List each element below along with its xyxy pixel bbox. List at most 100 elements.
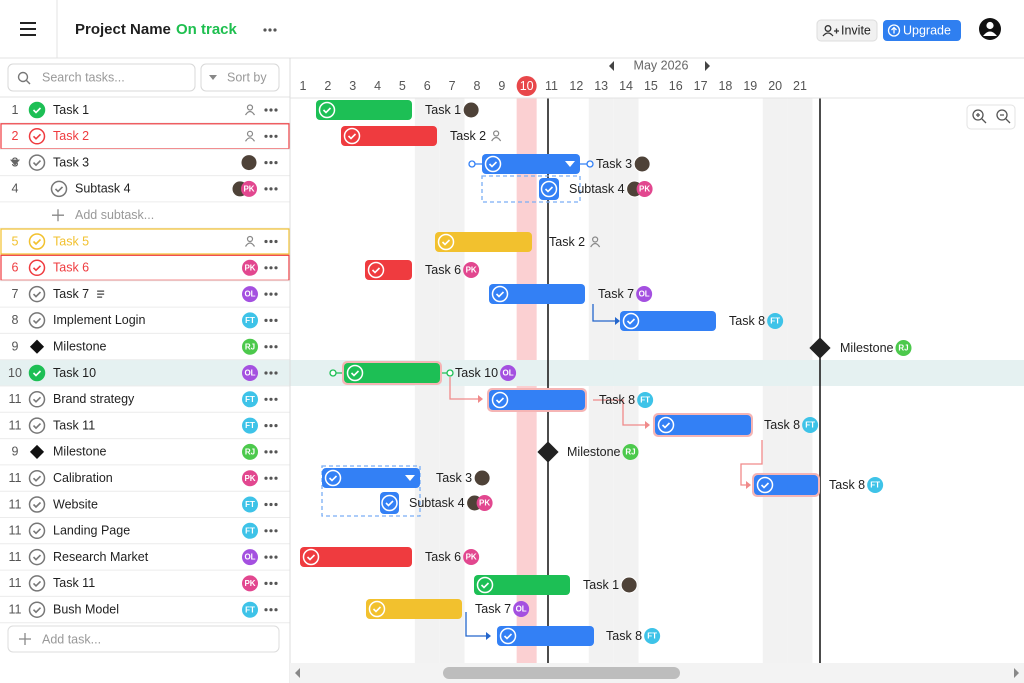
- day-label: 20: [768, 79, 782, 93]
- row-more[interactable]: [264, 239, 278, 244]
- status-icon: [343, 127, 361, 145]
- task-row[interactable]: 11 Task 11 FT: [0, 417, 290, 440]
- status-icon: [657, 416, 675, 434]
- row-more[interactable]: [264, 134, 278, 138]
- day-label: 10: [520, 79, 534, 93]
- row-more[interactable]: [264, 397, 278, 401]
- menu-button[interactable]: [20, 22, 36, 36]
- scroll-right[interactable]: [1014, 668, 1019, 678]
- task-row[interactable]: 9 Milestone RJ: [0, 338, 290, 361]
- task-bar-group[interactable]: Task 8 FT: [620, 311, 784, 331]
- task-row[interactable]: 4 Subtask 4 PK: [0, 180, 290, 203]
- upgrade-button[interactable]: [883, 20, 961, 41]
- search-box[interactable]: [7, 63, 196, 92]
- status-check: [32, 370, 42, 377]
- row-number: 4: [12, 182, 19, 196]
- task-row[interactable]: Add subtask...: [0, 208, 290, 229]
- row-number: 11: [9, 471, 22, 485]
- status-icon: [318, 101, 336, 119]
- task-row[interactable]: 11 Bush Model FT: [0, 601, 290, 624]
- row-more-dot: [264, 292, 268, 296]
- task-row[interactable]: 11 Calibration PK: [0, 469, 290, 492]
- project-more[interactable]: [263, 28, 277, 32]
- row-more[interactable]: [264, 292, 278, 296]
- task-bar-group[interactable]: Task 6 PK: [365, 260, 480, 280]
- zoom-out[interactable]: [996, 109, 1011, 124]
- task-row[interactable]: 6 Task 6 PK: [0, 254, 290, 282]
- task-row[interactable]: 11 Research Market OL: [0, 548, 290, 571]
- prev-month[interactable]: [609, 61, 614, 71]
- task-bar-group[interactable]: Task 1: [474, 575, 638, 595]
- zoom-in[interactable]: [972, 109, 987, 124]
- row-number: 9: [12, 339, 19, 353]
- row-more-dot: [269, 318, 273, 322]
- row-more[interactable]: [264, 187, 278, 191]
- status-check: [328, 475, 338, 482]
- sort-button[interactable]: [200, 63, 280, 92]
- task-row[interactable]: 8 Implement Login FT: [0, 312, 290, 334]
- row-more[interactable]: [264, 529, 278, 533]
- task-bar-group[interactable]: Task 7 OL: [489, 284, 653, 304]
- assignee-placeholder: [493, 130, 500, 137]
- row-more-dot: [264, 608, 268, 612]
- task-row[interactable]: 11 Website FT: [0, 496, 290, 518]
- status-icon: [28, 548, 46, 566]
- task-bar-group[interactable]: Subtask 4 PK: [539, 178, 653, 200]
- task-name: Task 11: [53, 418, 95, 432]
- row-more[interactable]: [264, 555, 278, 559]
- scrollbar-thumb[interactable]: [443, 667, 680, 679]
- row-more[interactable]: [264, 476, 278, 480]
- row-more[interactable]: [264, 502, 278, 507]
- status-icon: [28, 312, 46, 329]
- row-more[interactable]: [264, 318, 278, 322]
- task-bar-group[interactable]: Task 7 OL: [366, 599, 530, 619]
- add-task-box[interactable]: [7, 625, 280, 653]
- task-row[interactable]: 7 Task 7 OL: [0, 285, 290, 308]
- task-bar-group[interactable]: Task 8 FT: [653, 413, 819, 437]
- task-bar-group[interactable]: Task 6 PK: [300, 547, 480, 567]
- avatar-photo: [240, 154, 258, 172]
- task-bar-group[interactable]: Task 10 OL: [342, 361, 517, 385]
- status-icon: [28, 364, 46, 382]
- task-bar-group[interactable]: Task 2: [341, 126, 502, 146]
- task-bar-group[interactable]: Task 8 FT: [487, 388, 654, 412]
- avatar: [463, 262, 480, 278]
- milestone[interactable]: Milestone RJ: [809, 337, 912, 359]
- task-row[interactable]: 1 Task 1: [0, 101, 290, 124]
- row-more-dot: [269, 134, 273, 138]
- task-row[interactable]: 5 Task 5: [0, 228, 290, 255]
- row-number: 7: [12, 287, 19, 301]
- row-more[interactable]: [264, 266, 278, 270]
- milestone[interactable]: Milestone RJ: [537, 441, 639, 463]
- month-label: May 2026: [634, 58, 689, 72]
- row-more[interactable]: [264, 608, 278, 612]
- task-bar-group[interactable]: Task 3: [482, 154, 651, 174]
- row-more[interactable]: [264, 345, 278, 349]
- status-icon: [28, 469, 46, 487]
- task-bar-group[interactable]: Task 1: [316, 100, 480, 120]
- next-month[interactable]: [705, 61, 710, 71]
- task-row[interactable]: 11 Landing Page FT: [0, 522, 290, 545]
- row-more[interactable]: [264, 424, 278, 428]
- task-row[interactable]: 11 Brand strategy FT: [0, 391, 290, 413]
- task-row[interactable]: 11 Task 11 PK: [0, 575, 290, 597]
- task-bar-group[interactable]: Task 3: [322, 468, 491, 488]
- row-more[interactable]: [264, 161, 278, 165]
- task-bar-group[interactable]: Subtask 4 PK: [380, 492, 493, 514]
- task-row[interactable]: 10 Task 10 OL: [0, 364, 290, 387]
- row-more[interactable]: [264, 450, 278, 454]
- task-row[interactable]: 2 Task 2: [0, 123, 290, 150]
- scroll-left[interactable]: [295, 668, 300, 678]
- row-more[interactable]: [264, 108, 278, 112]
- task-bar-label: Milestone: [840, 341, 894, 355]
- task-row[interactable]: 9 Milestone RJ: [0, 443, 290, 466]
- row-more[interactable]: [264, 371, 278, 375]
- assignee-placeholder: [246, 130, 254, 137]
- row-more[interactable]: [264, 581, 278, 586]
- row-more-dot: [274, 108, 278, 112]
- task-bar-group[interactable]: Task 8 FT: [752, 473, 884, 497]
- task-bar-group[interactable]: Task 8 FT: [497, 626, 661, 646]
- avatar-initials: PK: [466, 266, 477, 275]
- task-bar-group[interactable]: Task 2: [435, 232, 601, 252]
